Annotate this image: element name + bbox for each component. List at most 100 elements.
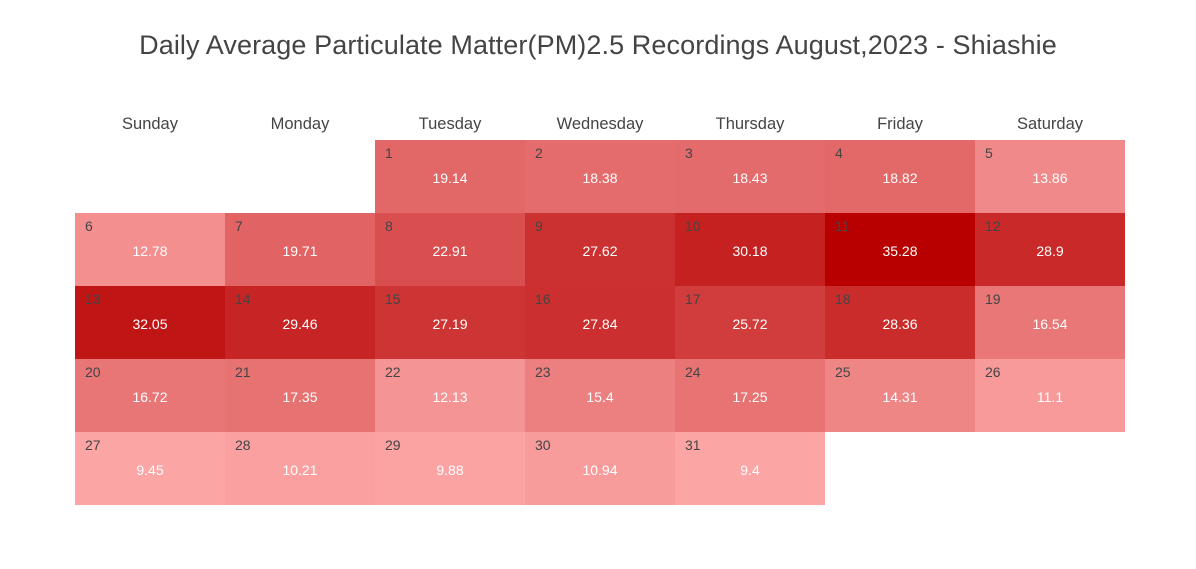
day-cell-fill <box>525 140 675 213</box>
day-number: 18 <box>835 291 851 307</box>
day-number: 19 <box>985 291 1001 307</box>
day-value: 9.4 <box>740 462 760 478</box>
day-cell-fill <box>675 213 825 286</box>
day-value: 9.45 <box>136 462 163 478</box>
day-cell-fill <box>75 213 225 286</box>
day-number: 28 <box>235 437 251 453</box>
day-value: 12.13 <box>432 389 467 405</box>
day-number: 24 <box>685 364 701 380</box>
day-cell-fill <box>525 359 675 432</box>
day-cell-fill <box>75 286 225 359</box>
day-cell-fill <box>525 286 675 359</box>
day-value: 9.88 <box>436 462 463 478</box>
weekday-header: Sunday Monday Tuesday Wednesday Thursday Frid… <box>122 115 1084 133</box>
day-cell-13: 13 32.05 <box>75 286 225 359</box>
day-number: 27 <box>85 437 101 453</box>
day-number: 30 <box>535 437 551 453</box>
day-value: 28.36 <box>882 316 917 332</box>
weekday-label-thursday: Thursday <box>716 115 786 133</box>
day-cell-17: 17 25.72 <box>675 286 825 359</box>
day-value: 19.71 <box>282 243 317 259</box>
day-value: 16.72 <box>132 389 167 405</box>
day-cell-16: 16 27.84 <box>525 286 675 359</box>
day-number: 6 <box>85 218 93 234</box>
day-cell-11: 11 35.28 <box>825 213 975 286</box>
weekday-label-monday: Monday <box>271 115 330 133</box>
weekday-label-sunday: Sunday <box>122 115 179 133</box>
day-number: 7 <box>235 218 243 234</box>
day-number: 8 <box>385 218 393 234</box>
day-value: 18.43 <box>732 170 767 186</box>
day-cell-21: 21 17.35 <box>225 359 375 432</box>
day-cell-10: 10 30.18 <box>675 213 825 286</box>
day-cell-fill <box>825 286 975 359</box>
day-cell-28: 28 10.21 <box>225 432 375 505</box>
day-cell-fill <box>525 213 675 286</box>
day-value: 35.28 <box>882 243 917 259</box>
day-cell-30: 30 10.94 <box>525 432 675 505</box>
day-number: 13 <box>85 291 101 307</box>
day-cell-29: 299.88 <box>375 432 525 505</box>
day-number: 4 <box>835 145 843 161</box>
day-number: 5 <box>985 145 993 161</box>
day-cell-6: 612.78 <box>75 213 225 286</box>
day-number: 31 <box>685 437 701 453</box>
day-cell-31: 319.4 <box>675 432 825 505</box>
day-value: 32.05 <box>132 316 167 332</box>
day-value: 10.94 <box>582 462 617 478</box>
day-number: 17 <box>685 291 701 307</box>
weekday-label-tuesday: Tuesday <box>419 115 482 133</box>
day-cell-9: 927.62 <box>525 213 675 286</box>
day-number: 22 <box>385 364 401 380</box>
day-cell-fill <box>225 359 375 432</box>
day-value: 12.78 <box>132 243 167 259</box>
day-cell-25: 25 14.31 <box>825 359 975 432</box>
day-value: 15.4 <box>586 389 613 405</box>
day-value: 10.21 <box>282 462 317 478</box>
day-cell-fill <box>375 140 525 213</box>
day-cell-12: 12 28.9 <box>975 213 1125 286</box>
calendar-grid: 119.14218.38318.43418.82513.86612.78719.… <box>75 140 1125 505</box>
day-cell-5: 513.86 <box>975 140 1125 213</box>
day-cell-19: 19 16.54 <box>975 286 1125 359</box>
day-value: 18.38 <box>582 170 617 186</box>
day-cell-7: 719.71 <box>225 213 375 286</box>
day-cell-23: 23 15.4 <box>525 359 675 432</box>
day-cell-fill <box>975 286 1125 359</box>
day-number: 11 <box>835 218 850 234</box>
day-cell-fill <box>75 432 225 505</box>
day-cell-fill <box>225 213 375 286</box>
day-value: 25.72 <box>732 316 767 332</box>
day-value: 13.86 <box>1032 170 1067 186</box>
day-number: 10 <box>685 218 701 234</box>
day-value: 18.82 <box>882 170 917 186</box>
weekday-label-saturday: Saturday <box>1017 115 1084 133</box>
day-cell-24: 24 17.25 <box>675 359 825 432</box>
day-number: 25 <box>835 364 851 380</box>
day-cell-22: 22 12.13 <box>375 359 525 432</box>
day-value: 19.14 <box>432 170 467 186</box>
day-cell-4: 418.82 <box>825 140 975 213</box>
day-value: 27.62 <box>582 243 617 259</box>
day-cell-18: 18 28.36 <box>825 286 975 359</box>
day-value: 17.25 <box>732 389 767 405</box>
day-cell-20: 20 16.72 <box>75 359 225 432</box>
weekday-label-wednesday: Wednesday <box>557 115 645 133</box>
day-cell-fill <box>225 432 375 505</box>
day-cell-fill <box>825 140 975 213</box>
day-cell-fill <box>375 359 525 432</box>
day-cell-fill <box>375 213 525 286</box>
day-cell-fill <box>375 432 525 505</box>
day-value: 22.91 <box>432 243 467 259</box>
day-number: 2 <box>535 145 543 161</box>
day-number: 21 <box>235 364 251 380</box>
day-number: 3 <box>685 145 693 161</box>
day-cell-8: 822.91 <box>375 213 525 286</box>
day-number: 23 <box>535 364 551 380</box>
day-cell-fill <box>975 359 1125 432</box>
day-cell-fill <box>75 359 225 432</box>
day-value: 14.31 <box>882 389 917 405</box>
day-number: 20 <box>85 364 101 380</box>
day-cell-15: 15 27.19 <box>375 286 525 359</box>
